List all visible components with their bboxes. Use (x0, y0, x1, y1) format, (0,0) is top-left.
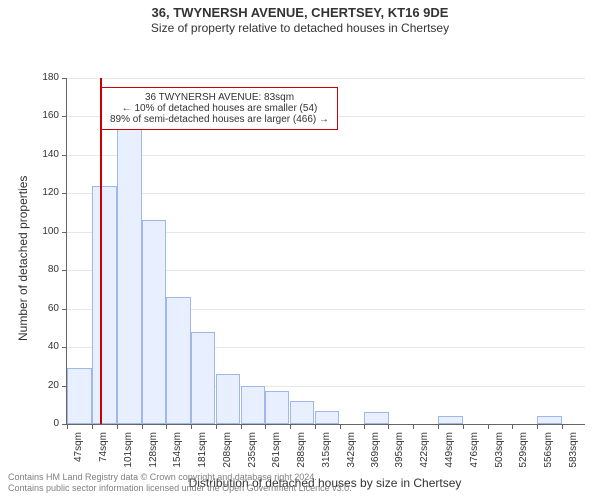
footer-line-1: Contains HM Land Registry data © Crown c… (8, 472, 352, 483)
y-tick-label: 20 (29, 380, 59, 391)
y-tick (62, 116, 67, 117)
x-tick-label: 556sqm (543, 432, 554, 482)
x-tick (463, 424, 464, 429)
bar (315, 411, 340, 424)
x-tick (92, 424, 93, 429)
x-tick (166, 424, 167, 429)
x-tick (67, 424, 68, 429)
x-tick (265, 424, 266, 429)
x-tick-label: 369sqm (370, 432, 381, 482)
y-tick (62, 232, 67, 233)
y-axis-label: Number of detached properties (16, 176, 30, 341)
y-tick-label: 160 (29, 110, 59, 121)
chart-subtitle: Size of property relative to detached ho… (0, 20, 600, 35)
annotation-line-2: ← 10% of detached houses are smaller (54… (110, 103, 329, 114)
y-tick-label: 100 (29, 226, 59, 237)
y-tick-label: 40 (29, 341, 59, 352)
bar (438, 416, 463, 424)
x-tick (241, 424, 242, 429)
y-tick (62, 78, 67, 79)
gridline (67, 155, 585, 156)
x-tick-label: 449sqm (444, 432, 455, 482)
x-tick (388, 424, 389, 429)
x-tick (512, 424, 513, 429)
y-tick (62, 155, 67, 156)
chart-container: { "title": "36, TWYNERSH AVENUE, CHERTSE… (0, 0, 600, 500)
plot-area: 02040608010012014016018047sqm74sqm101sqm… (66, 78, 585, 425)
y-tick-label: 80 (29, 264, 59, 275)
y-tick (62, 309, 67, 310)
annotation-line-1: 36 TWYNERSH AVENUE: 83sqm (110, 92, 329, 103)
x-tick (290, 424, 291, 429)
x-tick (413, 424, 414, 429)
x-tick-label: 395sqm (394, 432, 405, 482)
y-tick-label: 0 (29, 418, 59, 429)
y-tick-label: 180 (29, 72, 59, 83)
bar (191, 332, 216, 424)
x-tick (315, 424, 316, 429)
x-tick (117, 424, 118, 429)
chart-title: 36, TWYNERSH AVENUE, CHERTSEY, KT16 9DE (0, 0, 600, 20)
x-tick (488, 424, 489, 429)
bar (117, 107, 142, 424)
annotation-line-3: 89% of semi-detached houses are larger (… (110, 114, 329, 125)
bar (216, 374, 241, 424)
x-tick (562, 424, 563, 429)
bar (537, 416, 562, 424)
bar (265, 391, 290, 424)
bar (241, 386, 266, 424)
y-tick (62, 193, 67, 194)
x-tick (340, 424, 341, 429)
y-tick-label: 120 (29, 187, 59, 198)
x-tick-label: 422sqm (419, 432, 430, 482)
footer-line-2: Contains public sector information licen… (8, 483, 352, 494)
x-tick (191, 424, 192, 429)
annotation-box: 36 TWYNERSH AVENUE: 83sqm ← 10% of detac… (101, 87, 338, 130)
bar (364, 412, 389, 424)
bar (290, 401, 315, 424)
gridline (67, 193, 585, 194)
x-tick (537, 424, 538, 429)
bar (67, 368, 92, 424)
x-tick-label: 476sqm (469, 432, 480, 482)
x-tick (216, 424, 217, 429)
x-tick (142, 424, 143, 429)
x-tick-label: 503sqm (494, 432, 505, 482)
x-tick-label: 583sqm (568, 432, 579, 482)
y-tick (62, 270, 67, 271)
y-tick (62, 347, 67, 348)
gridline (67, 78, 585, 79)
footer: Contains HM Land Registry data © Crown c… (0, 468, 360, 500)
y-tick-label: 140 (29, 149, 59, 160)
bar (166, 297, 191, 424)
y-tick-label: 60 (29, 303, 59, 314)
bar (142, 220, 167, 424)
x-tick (438, 424, 439, 429)
bar (92, 186, 117, 424)
x-tick (364, 424, 365, 429)
x-tick-label: 529sqm (518, 432, 529, 482)
